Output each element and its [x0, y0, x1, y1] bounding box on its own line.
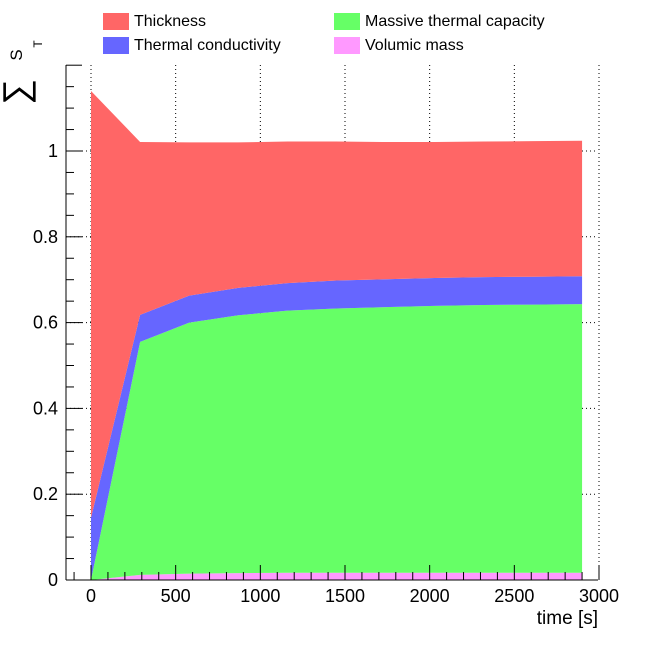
y-axis-title-subsubscript: T — [31, 40, 45, 48]
legend-label: Massive thermal capacity — [365, 13, 545, 30]
x-tick-labels: 0 500 1000 1500 2000 2500 3000 — [86, 586, 619, 606]
legend-label: Volumic mass — [365, 37, 464, 54]
legend-label: Thickness — [134, 13, 207, 30]
y-axis-title-symbol: ∑ — [0, 79, 36, 105]
x-tick-label: 2000 — [410, 586, 450, 606]
legend-swatch — [103, 13, 129, 30]
legend-label: Thermal conductivity — [134, 37, 281, 54]
y-tick-labels: 0 0.2 0.4 0.6 0.8 1 — [33, 141, 58, 590]
legend-swatch — [334, 37, 360, 54]
y-tick-label: 1 — [48, 141, 58, 161]
x-tick-label: 3000 — [579, 586, 619, 606]
axis-ticks — [66, 64, 600, 581]
x-tick-label: 500 — [161, 586, 191, 606]
x-axis-title: time [s] — [537, 608, 598, 629]
x-tick-label: 1000 — [240, 586, 280, 606]
y-tick-label: 0.8 — [33, 227, 58, 247]
y-axis-title: ∑ S T — [0, 40, 45, 105]
x-tick-label: 2500 — [494, 586, 534, 606]
legend-swatch — [103, 37, 129, 54]
area-thickness — [91, 90, 583, 518]
y-tick-label: 0 — [48, 570, 58, 590]
y-tick-label: 0.6 — [33, 313, 58, 333]
area-series — [91, 90, 583, 580]
y-axis-title-subscript: S — [7, 49, 26, 60]
y-tick-label: 0.2 — [33, 484, 58, 504]
x-tick-label: 1500 — [325, 586, 365, 606]
y-tick-label: 0.4 — [33, 398, 58, 418]
x-tick-label: 0 — [86, 586, 96, 606]
legend-swatch — [334, 13, 360, 30]
area-volumic-mass — [91, 572, 583, 580]
area-massive-thermal-capacity — [91, 304, 583, 580]
